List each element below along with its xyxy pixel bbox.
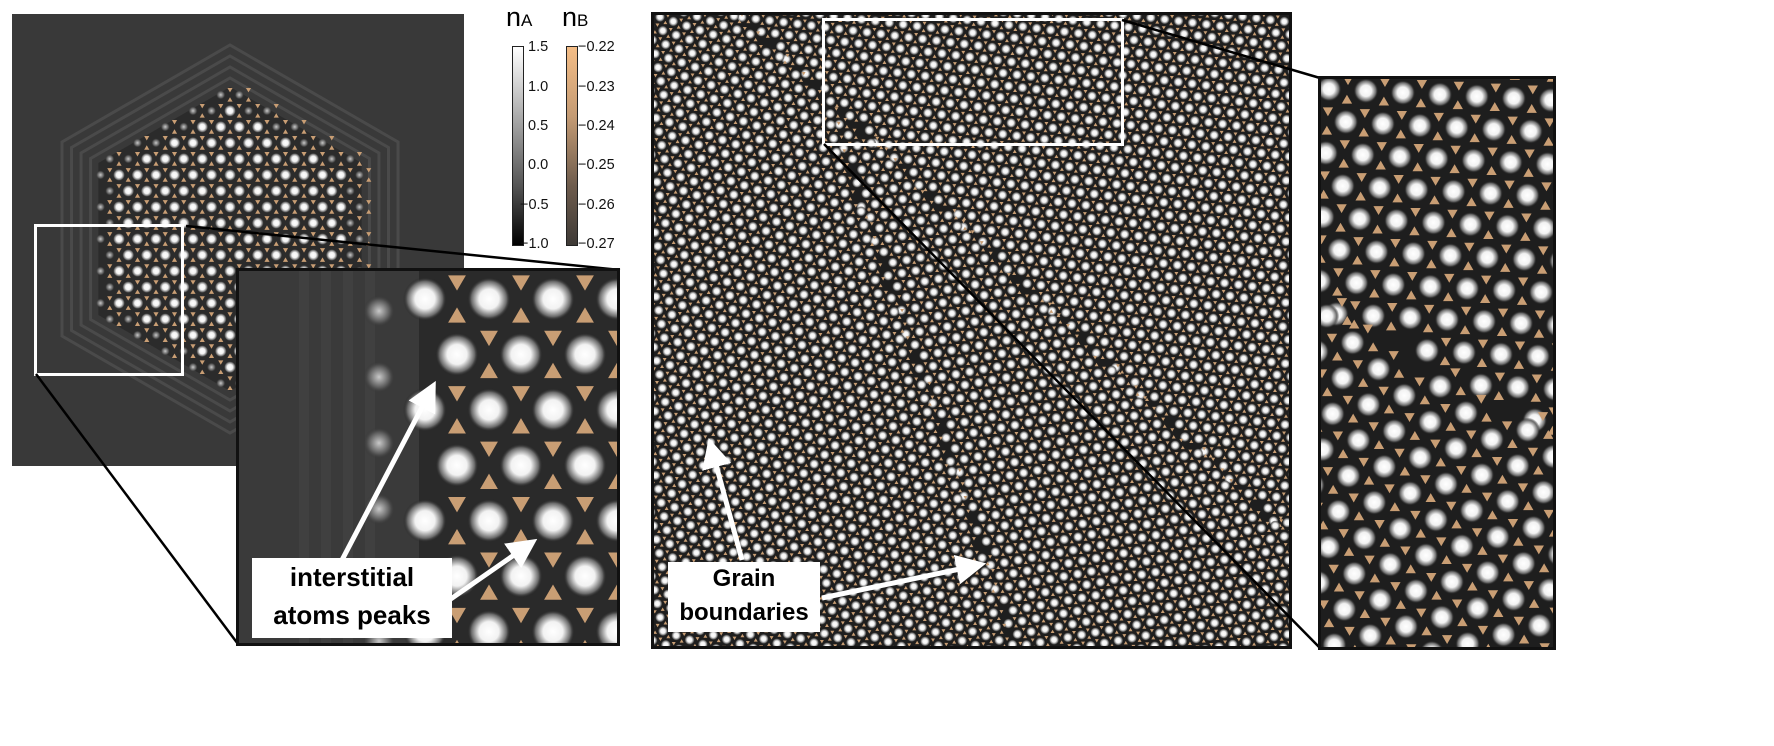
zoom-inset-right <box>1318 76 1556 650</box>
colorbar-b-tick: −0.26 <box>578 197 615 213</box>
colorbar-a-title: nA <box>506 2 533 32</box>
colorbar-b-tick: −0.22 <box>578 39 615 55</box>
grain-boundaries-callout: Grain boundaries <box>668 562 820 632</box>
zoom-inset-right-image <box>1321 79 1553 647</box>
zoom-selection-box-right <box>822 18 1124 146</box>
polycrystal-image <box>654 15 1289 646</box>
zoom-selection-box-left <box>34 224 184 376</box>
polycrystal-panel <box>651 12 1292 649</box>
colorbar-a-tick: 1.0 <box>528 79 549 95</box>
arrow-icon <box>339 380 436 562</box>
colorbar-b-gradient <box>566 46 578 246</box>
colorbar-b-title: nB <box>562 2 589 32</box>
colorbar-a-tick: −1.0 <box>520 236 549 252</box>
arrow-icon <box>443 538 538 606</box>
colorbar-a-tick: −0.5 <box>520 197 549 213</box>
arrow-icon <box>702 437 745 561</box>
callout-line: interstitial <box>289 562 415 592</box>
callout-line: Grain <box>712 565 776 592</box>
colorbar-b-tick: −0.25 <box>578 157 615 173</box>
colorbar-a-tick: 1.5 <box>528 39 549 55</box>
colorbar-b: nB −0.22 −0.23 −0.24 −0.25 −0.26 −0.27 <box>560 2 650 252</box>
colorbar-a-tick: 0.5 <box>528 118 549 134</box>
colorbar-b-tick: −0.27 <box>578 236 615 252</box>
colorbar-a-tick: 0.0 <box>528 157 549 173</box>
colorbar-b-tick: −0.24 <box>578 118 615 134</box>
callout-line: boundaries <box>679 599 809 626</box>
arrow-icon <box>821 554 987 601</box>
colorbar-b-tick: −0.23 <box>578 79 615 95</box>
interstitial-atoms-callout: interstitial atoms peaks <box>252 558 452 638</box>
colorbar-a: nA 1.5 1.0 0.5 0.0 −0.5 −1.0 <box>500 2 570 252</box>
colorbar-a-gradient <box>512 46 524 246</box>
callout-line: atoms peaks <box>273 600 431 630</box>
